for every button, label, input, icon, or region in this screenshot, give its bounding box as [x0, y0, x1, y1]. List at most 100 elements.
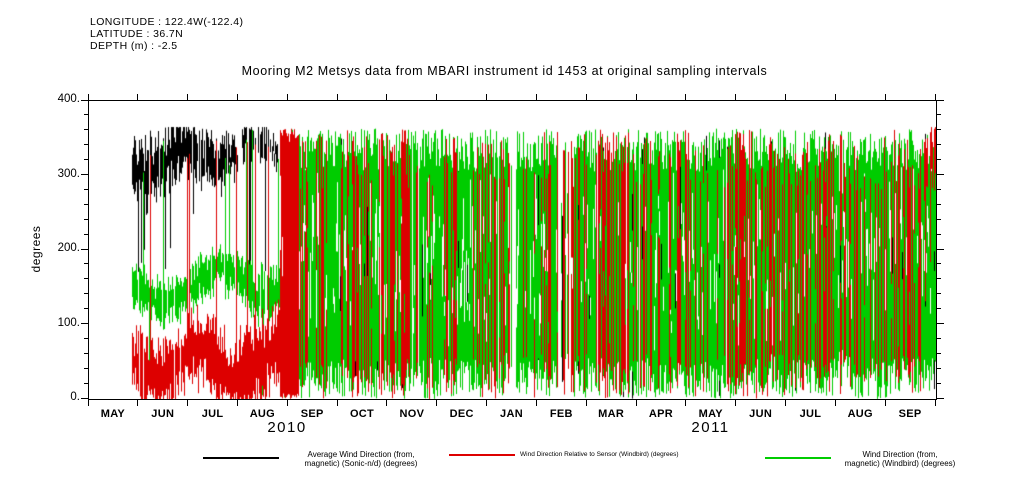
y-axis-tick	[937, 218, 941, 220]
year-label-2011: 2011	[691, 419, 730, 436]
y-axis-tick	[84, 367, 88, 369]
x-axis-tick	[236, 400, 238, 406]
x-axis-tick	[436, 400, 438, 406]
y-tick-label: 400.	[57, 93, 80, 105]
longitude-label: LONGITUDE : 122.4W(-122.4)	[90, 16, 244, 28]
x-axis-tick	[187, 400, 189, 406]
x-axis-tick	[934, 400, 936, 406]
y-axis-tick	[937, 159, 941, 161]
y-axis-tick	[81, 99, 88, 101]
y-axis-tick	[84, 352, 88, 354]
metadata-header: LONGITUDE : 122.4W(-122.4) LATITUDE : 36…	[90, 16, 243, 52]
y-axis-tick	[84, 218, 88, 220]
x-axis-tick	[785, 400, 787, 406]
x-month-label: MAY	[100, 408, 126, 420]
legend-label-line: Average Wind Direction (from,	[307, 450, 415, 459]
x-axis-tick	[635, 94, 637, 100]
x-month-label: AUG	[249, 408, 276, 420]
y-axis-tick	[937, 248, 944, 250]
y-axis-tick	[84, 382, 88, 384]
y-tick-label: 300.	[57, 167, 80, 180]
x-month-label: FEB	[549, 408, 573, 420]
x-axis-tick	[884, 400, 886, 406]
x-month-label: OCT	[349, 408, 375, 420]
y-axis-tick	[84, 129, 88, 131]
x-axis-tick	[635, 400, 637, 406]
depth-label: DEPTH (m) : -2.5	[90, 40, 178, 52]
y-axis-tick	[937, 114, 941, 116]
x-axis-tick	[535, 94, 537, 100]
x-month-label: JUL	[201, 408, 224, 420]
legend-label-line: Wind Direction (from,	[862, 450, 938, 459]
y-axis-tick	[84, 278, 88, 280]
y-axis-tick	[937, 367, 941, 369]
y-axis-tick	[84, 203, 88, 205]
x-axis-tick	[486, 94, 488, 100]
y-axis-tick	[937, 323, 944, 324]
x-month-label: JUN	[749, 408, 773, 420]
y-tick-label: 100.	[57, 316, 80, 329]
plot-title: Mooring M2 Metsys data from MBARI instru…	[241, 64, 768, 78]
legend-line-sample-windbird	[765, 457, 831, 459]
x-axis-tick	[436, 94, 438, 100]
y-axis-tick	[937, 174, 944, 175]
x-axis-tick	[735, 400, 737, 406]
x-axis-tick	[486, 400, 488, 406]
legend-line-sample-relative	[449, 454, 515, 456]
y-axis-tick	[937, 293, 941, 295]
legend-label-sonic: Average Wind Direction (from, magnetic) …	[268, 450, 454, 468]
x-month-label: JUL	[799, 408, 822, 420]
x-axis-tick	[286, 94, 288, 100]
legend-label-relative: Wind Direction Relative to Sensor (Windb…	[520, 451, 750, 459]
y-axis-tick	[937, 308, 941, 310]
y-axis-tick	[84, 308, 88, 310]
x-axis-tick	[137, 400, 139, 406]
x-axis-tick	[685, 400, 687, 406]
y-axis-tick	[937, 203, 941, 205]
y-axis-tick	[84, 337, 88, 339]
x-axis-tick	[585, 400, 587, 406]
y-axis-tick	[84, 263, 88, 265]
y-axis-tick	[84, 144, 88, 146]
x-month-label: JUN	[151, 408, 175, 420]
x-axis-tick	[137, 94, 139, 100]
plot-area	[88, 100, 937, 400]
x-axis-tick	[884, 94, 886, 100]
y-axis-tick	[937, 397, 944, 399]
x-month-label: NOV	[399, 408, 425, 420]
x-month-label: SEP	[898, 408, 922, 420]
y-axis-tick	[81, 397, 88, 399]
x-axis-tick	[386, 94, 388, 100]
y-axis-tick	[81, 174, 88, 175]
x-axis-tick	[585, 94, 587, 100]
y-axis-tick	[84, 233, 88, 235]
y-tick-label: 0.	[70, 391, 80, 403]
legend-line-sample-sonic	[203, 457, 279, 459]
legend-label-line: magnetic) (Windbird) (degrees)	[844, 459, 956, 468]
x-month-label: MAY	[698, 408, 723, 420]
x-axis-tick	[934, 94, 936, 100]
y-axis-tick	[84, 159, 88, 161]
x-month-label: APR	[648, 408, 674, 420]
y-axis-tick	[81, 248, 88, 250]
x-axis-tick	[386, 400, 388, 406]
x-axis-tick	[834, 400, 836, 406]
y-axis-tick	[937, 233, 941, 235]
y-axis-tick	[937, 129, 941, 131]
legend-label-windbird: Wind Direction (from, magnetic) (Windbir…	[820, 450, 980, 468]
x-axis-tick	[87, 400, 89, 406]
x-month-label: SEP	[300, 408, 324, 420]
y-axis-tick	[937, 382, 941, 384]
x-axis-tick	[336, 94, 338, 100]
x-month-label: MAR	[598, 408, 625, 420]
y-axis-tick	[84, 188, 88, 190]
legend-label-line: magnetic) (Sonic-n/d) (degrees)	[304, 459, 418, 468]
x-month-label: AUG	[847, 408, 873, 420]
y-axis-tick	[937, 188, 941, 190]
x-axis-tick	[236, 94, 238, 100]
x-axis-tick	[87, 94, 89, 100]
y-axis-tick	[937, 278, 941, 280]
x-month-label: JAN	[500, 408, 523, 420]
